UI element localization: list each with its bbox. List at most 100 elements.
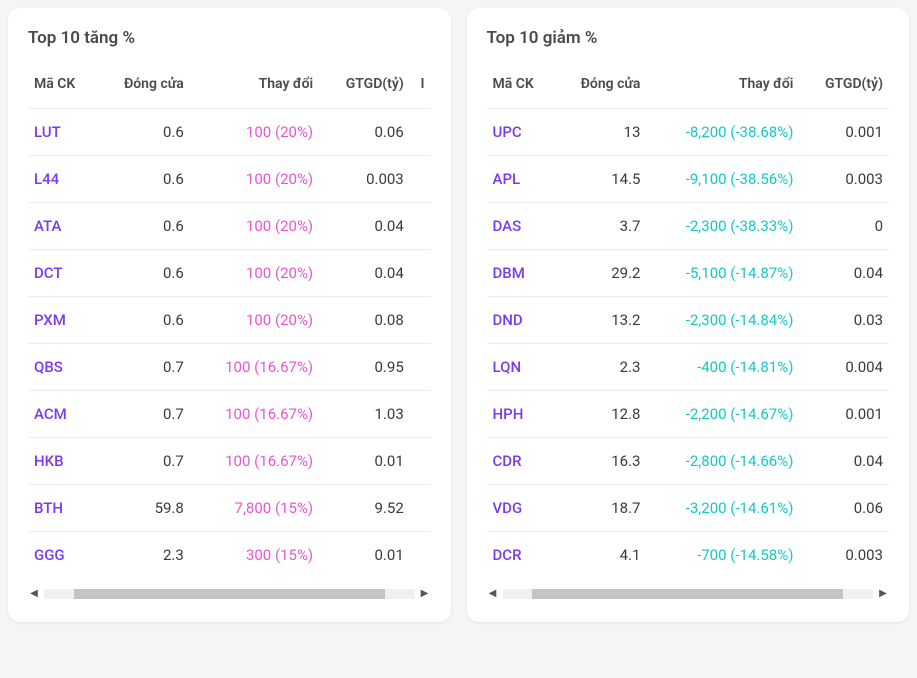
extra-cell (410, 391, 431, 438)
change-cell: -2,800 (-14.66%) (646, 438, 799, 485)
change-cell: 100 (16.67%) (190, 344, 319, 391)
ticker-cell[interactable]: ACM (28, 391, 97, 438)
value-cell: 0.95 (319, 344, 410, 391)
scroll-right-icon[interactable]: ▶ (419, 588, 431, 600)
table-row[interactable]: HKB0.7100 (16.67%)0.01 (28, 438, 431, 485)
ticker-cell[interactable]: L44 (28, 156, 97, 203)
table-row[interactable]: DCR4.1-700 (-14.58%)0.003 (487, 532, 890, 579)
table-row[interactable]: UPC13-8,200 (-38.68%)0.001 (487, 109, 890, 156)
close-cell: 13 (555, 109, 647, 156)
scroll-thumb[interactable] (74, 589, 385, 599)
table-row[interactable]: DAS3.7-2,300 (-38.33%)0 (487, 203, 890, 250)
change-cell: -2,300 (-14.84%) (646, 297, 799, 344)
value-cell: 0.003 (799, 532, 889, 579)
table-row[interactable]: LQN2.3-400 (-14.81%)0.004 (487, 344, 890, 391)
change-cell: 7,800 (15%) (190, 485, 319, 532)
value-cell: 0.06 (799, 485, 889, 532)
table-row[interactable]: DND13.2-2,300 (-14.84%)0.03 (487, 297, 890, 344)
scroll-track[interactable] (44, 589, 415, 599)
ticker-cell[interactable]: LQN (487, 344, 555, 391)
ticker-cell[interactable]: HKB (28, 438, 97, 485)
table-row[interactable]: HPH12.8-2,200 (-14.67%)0.001 (487, 391, 890, 438)
extra-cell (410, 485, 431, 532)
close-cell: 12.8 (555, 391, 647, 438)
table-row[interactable]: PXM0.6100 (20%)0.08 (28, 297, 431, 344)
close-cell: 0.6 (97, 297, 190, 344)
change-cell: 100 (20%) (190, 297, 319, 344)
losers-table-wrap[interactable]: Mã CK Đóng cửa Thay đổi GTGD(tỷ) UPC13-8… (487, 66, 890, 578)
value-cell: 0.04 (319, 250, 410, 297)
ticker-cell[interactable]: DND (487, 297, 555, 344)
table-row[interactable]: LUT0.6100 (20%)0.06 (28, 109, 431, 156)
change-cell: -8,200 (-38.68%) (646, 109, 799, 156)
col-ticker: Mã CK (487, 66, 555, 109)
value-cell: 0.01 (319, 438, 410, 485)
ticker-cell[interactable]: DCT (28, 250, 97, 297)
col-change: Thay đổi (190, 66, 319, 109)
close-cell: 18.7 (555, 485, 647, 532)
ticker-cell[interactable]: UPC (487, 109, 555, 156)
scroll-left-icon[interactable]: ◀ (487, 588, 499, 600)
value-cell: 1.03 (319, 391, 410, 438)
scroll-track[interactable] (503, 589, 874, 599)
losers-panel: Top 10 giảm % Mã CK Đóng cửa Thay đổi GT… (467, 8, 910, 622)
change-cell: -3,200 (-14.61%) (646, 485, 799, 532)
table-row[interactable]: DBM29.2-5,100 (-14.87%)0.04 (487, 250, 890, 297)
scroll-right-icon[interactable]: ▶ (877, 588, 889, 600)
ticker-cell[interactable]: DAS (487, 203, 555, 250)
extra-cell (410, 250, 431, 297)
change-cell: -700 (-14.58%) (646, 532, 799, 579)
value-cell: 0.08 (319, 297, 410, 344)
scroll-thumb[interactable] (532, 589, 843, 599)
change-cell: 100 (20%) (190, 109, 319, 156)
table-row[interactable]: ATA0.6100 (20%)0.04 (28, 203, 431, 250)
close-cell: 2.3 (97, 532, 190, 579)
ticker-cell[interactable]: GGG (28, 532, 97, 579)
table-row[interactable]: GGG2.3300 (15%)0.01 (28, 532, 431, 579)
value-cell: 0.04 (799, 438, 889, 485)
ticker-cell[interactable]: DBM (487, 250, 555, 297)
change-cell: 300 (15%) (190, 532, 319, 579)
scroll-left-icon[interactable]: ◀ (28, 588, 40, 600)
value-cell: 0.001 (799, 109, 889, 156)
table-row[interactable]: APL14.5-9,100 (-38.56%)0.003 (487, 156, 890, 203)
table-row[interactable]: ACM0.7100 (16.67%)1.03 (28, 391, 431, 438)
ticker-cell[interactable]: ATA (28, 203, 97, 250)
close-cell: 29.2 (555, 250, 647, 297)
col-value: GTGD(tỷ) (799, 66, 889, 109)
close-cell: 0.7 (97, 344, 190, 391)
table-row[interactable]: QBS0.7100 (16.67%)0.95 (28, 344, 431, 391)
close-cell: 0.6 (97, 109, 190, 156)
losers-title: Top 10 giảm % (487, 28, 890, 48)
ticker-cell[interactable]: LUT (28, 109, 97, 156)
close-cell: 0.7 (97, 438, 190, 485)
value-cell: 0.06 (319, 109, 410, 156)
close-cell: 16.3 (555, 438, 647, 485)
ticker-cell[interactable]: CDR (487, 438, 555, 485)
ticker-cell[interactable]: APL (487, 156, 555, 203)
ticker-cell[interactable]: BTH (28, 485, 97, 532)
gainers-table-wrap[interactable]: Mã CK Đóng cửa Thay đổi GTGD(tỷ) I LUT0.… (28, 66, 431, 578)
close-cell: 59.8 (97, 485, 190, 532)
col-close: Đóng cửa (555, 66, 647, 109)
table-row[interactable]: L440.6100 (20%)0.003 (28, 156, 431, 203)
close-cell: 3.7 (555, 203, 647, 250)
ticker-cell[interactable]: DCR (487, 532, 555, 579)
ticker-cell[interactable]: QBS (28, 344, 97, 391)
ticker-cell[interactable]: PXM (28, 297, 97, 344)
value-cell: 0.01 (319, 532, 410, 579)
table-row[interactable]: VDG18.7-3,200 (-14.61%)0.06 (487, 485, 890, 532)
value-cell: 0.003 (799, 156, 889, 203)
value-cell: 0.004 (799, 344, 889, 391)
col-ticker: Mã CK (28, 66, 97, 109)
ticker-cell[interactable]: HPH (487, 391, 555, 438)
ticker-cell[interactable]: VDG (487, 485, 555, 532)
table-row[interactable]: DCT0.6100 (20%)0.04 (28, 250, 431, 297)
losers-scrollbar[interactable]: ◀ ▶ (487, 586, 890, 602)
value-cell: 0.03 (799, 297, 889, 344)
table-row[interactable]: BTH59.87,800 (15%)9.52 (28, 485, 431, 532)
extra-cell (410, 109, 431, 156)
losers-header-row: Mã CK Đóng cửa Thay đổi GTGD(tỷ) (487, 66, 890, 109)
table-row[interactable]: CDR16.3-2,800 (-14.66%)0.04 (487, 438, 890, 485)
gainers-scrollbar[interactable]: ◀ ▶ (28, 586, 431, 602)
